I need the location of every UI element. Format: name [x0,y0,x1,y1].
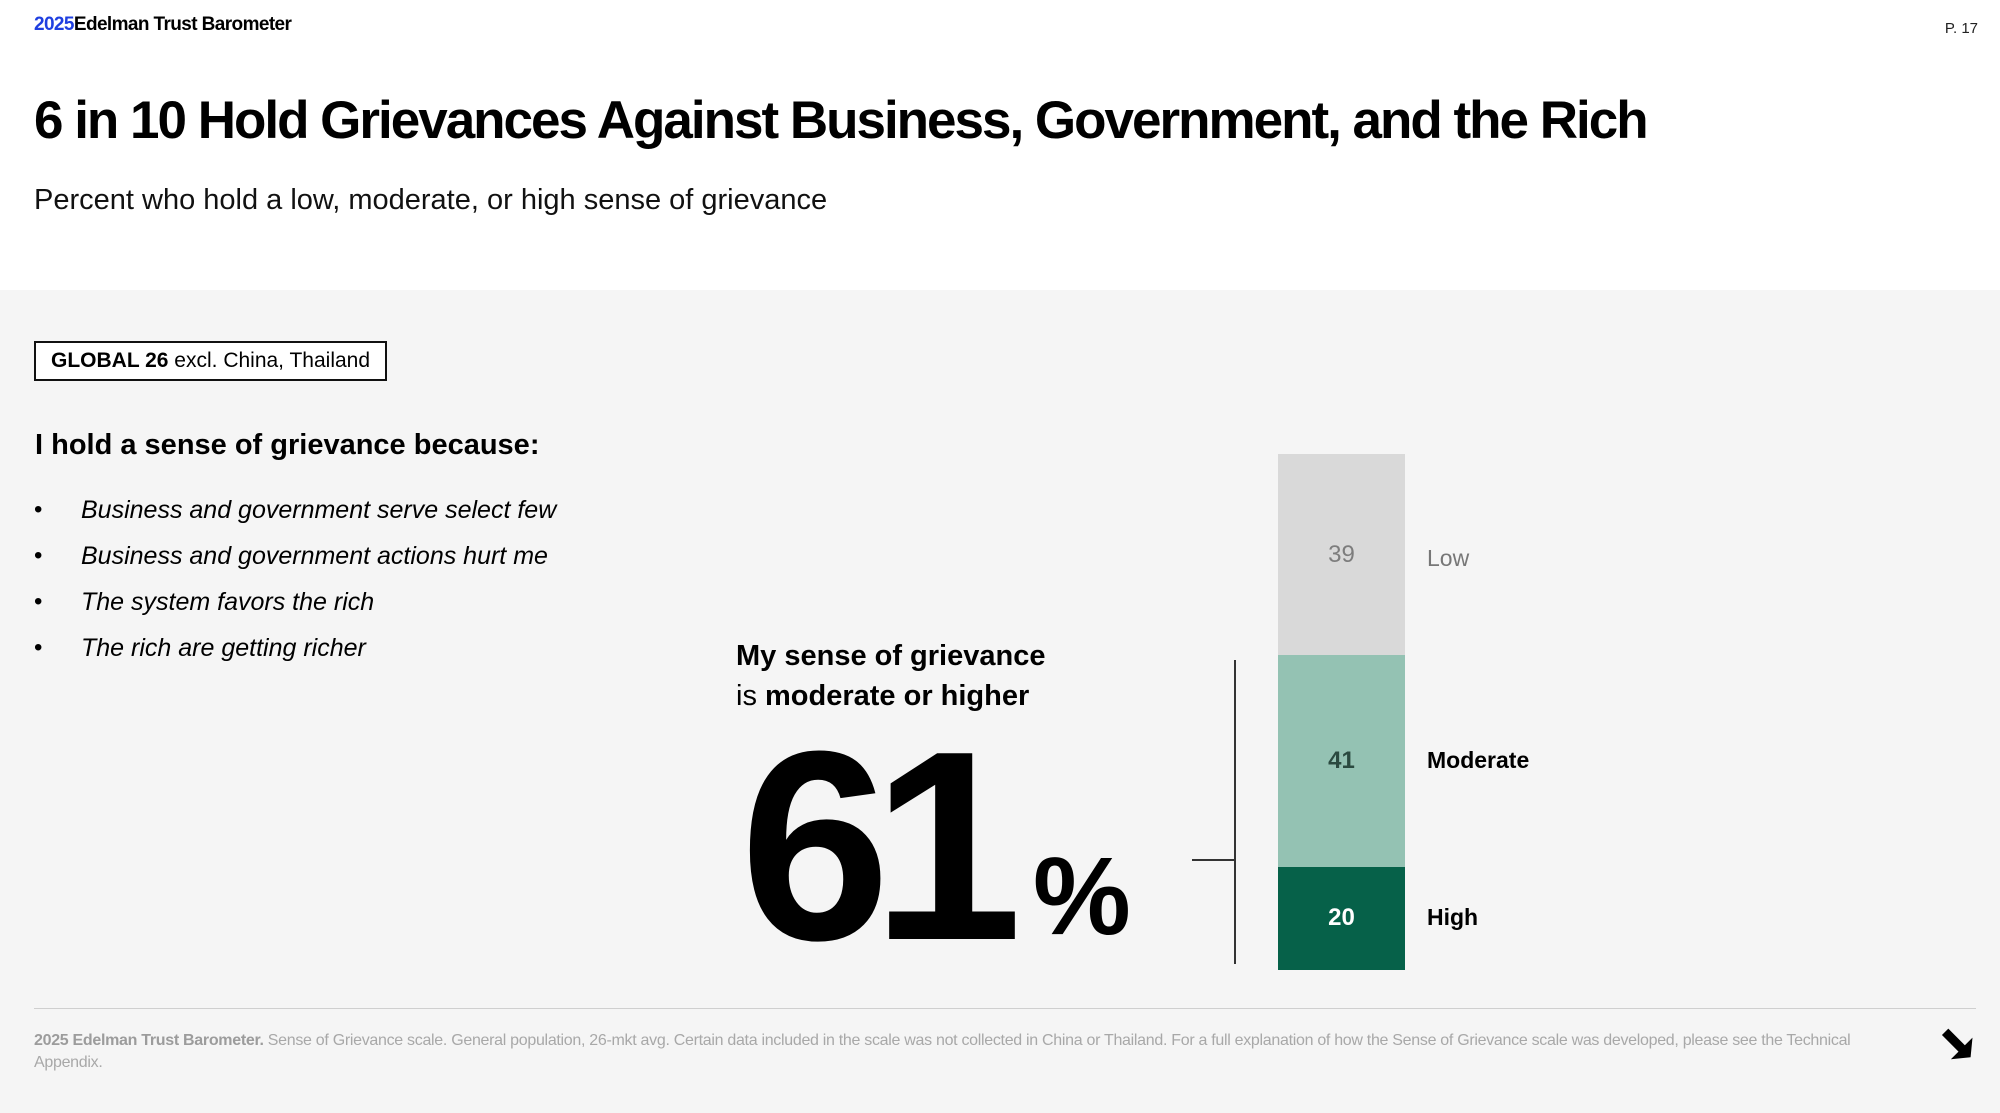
region-tag: GLOBAL 26 excl. China, Thailand [34,341,388,381]
bar-value-label: 41 [1328,747,1355,774]
reason-text: Business and government serve select few [81,496,557,524]
bar-segment-moderate: 41 [1278,655,1405,867]
page-title: 6 in 10 Hold Grievances Against Business… [34,91,1649,150]
footnote: 2025 Edelman Trust Barometer. Sense of G… [34,1030,1914,1074]
region-tag-bold: GLOBAL 26 [51,349,169,372]
content-panel [0,290,2000,1113]
bar-category-label: High [1427,904,1479,931]
reasons-heading: I hold a sense of grievance because: [35,429,540,461]
footer-divider [34,1008,1976,1009]
callout-prefix: is [736,680,765,712]
bar-segment-low: 39 [1278,454,1405,656]
footnote-source: 2025 Edelman Trust Barometer. [34,1032,264,1049]
big-stat-value: 61 [740,696,1022,997]
next-arrow-icon[interactable] [1936,1025,1980,1065]
reasons-list: • Business and government serve select fe… [34,493,556,677]
region-tag-rest: excl. China, Thailand [168,349,371,372]
page-subtitle: Percent who hold a low, moderate, or hig… [34,184,828,216]
brand-name: Edelman Trust Barometer [73,14,292,35]
brand-year: 2025 [34,14,74,35]
bar-value-label: 20 [1328,904,1355,932]
bullet-icon: • [34,634,43,661]
list-item: • Business and government actions hurt me [34,539,556,585]
bracket-connector [1192,859,1235,861]
bar-category-label: Low [1427,544,1470,571]
bar-category-label: Moderate [1427,747,1530,774]
reason-text: The rich are getting richer [81,634,366,662]
list-item: • The system favors the rich [34,585,556,631]
header-area: 2025Edelman Trust Barometer P. 17 6 in 1… [0,0,2000,290]
bar-segment-high: 20 [1278,866,1405,970]
reason-text: Business and government actions hurt me [81,542,548,570]
big-stat-unit: % [1033,835,1131,958]
callout-text: My sense of grievance is moderate or hig… [736,636,1045,716]
callout-line1: My sense of grievance [736,640,1046,672]
footnote-text: Sense of Grievance scale. General popula… [34,1032,1851,1071]
list-item: • The rich are getting richer [34,631,556,677]
bullet-icon: • [34,496,43,523]
callout-line2: moderate or higher [765,680,1030,712]
bar-value-label: 39 [1328,540,1355,568]
bullet-icon: • [34,542,43,569]
brand-logo: 2025Edelman Trust Barometer [34,14,292,36]
bracket-line [1234,660,1236,964]
list-item: • Business and government serve select fe… [34,493,556,539]
bullet-icon: • [34,588,43,615]
reason-text: The system favors the rich [81,588,375,616]
page-number: P. 17 [1944,20,1978,37]
